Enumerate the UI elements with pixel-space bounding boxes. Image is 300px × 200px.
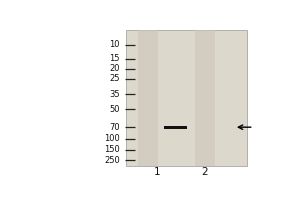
Bar	[138, 30, 158, 166]
Text: 1: 1	[154, 167, 160, 177]
Text: 35: 35	[110, 90, 120, 99]
Text: 25: 25	[110, 74, 120, 83]
Text: 20: 20	[110, 64, 120, 73]
Bar	[195, 30, 215, 166]
Text: 70: 70	[110, 123, 120, 132]
Bar	[126, 30, 247, 166]
Text: 2: 2	[202, 167, 208, 177]
Bar	[164, 126, 188, 129]
Text: 150: 150	[104, 145, 120, 154]
Text: 50: 50	[110, 105, 120, 114]
Text: 100: 100	[104, 134, 120, 143]
Text: 15: 15	[110, 54, 120, 63]
Text: 10: 10	[110, 40, 120, 49]
Text: 250: 250	[104, 156, 120, 165]
